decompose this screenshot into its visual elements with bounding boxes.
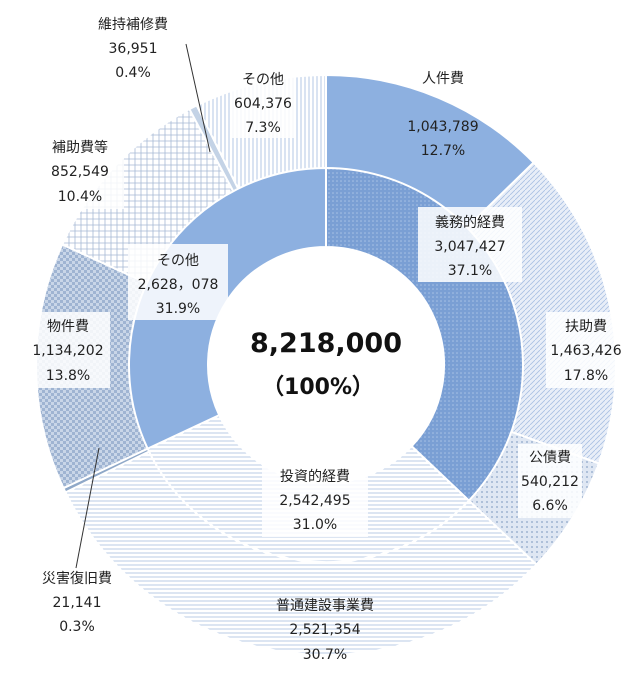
- label-value: 852,549: [51, 164, 109, 180]
- label-percent: 0.4%: [115, 65, 151, 81]
- slice-labels: 義務的経費 3,047,427 37.1% 投資的経費 2,542,495 31…: [32, 17, 628, 663]
- label-value: 1,463,426: [550, 343, 621, 359]
- label-percent: 17.8%: [564, 368, 608, 384]
- leader-line: [185, 43, 211, 153]
- label-name: その他: [157, 253, 199, 269]
- outer-label-kousai: 公債費 540,212 6.6%: [518, 444, 582, 518]
- label-value: 1,043,789: [407, 119, 478, 135]
- label-value: 3,047,427: [434, 239, 505, 255]
- inner-label-sonota: その他 2,628，078 31.9%: [128, 244, 228, 320]
- total-value: 8,218,000: [250, 328, 402, 359]
- leader-line: [75, 447, 100, 569]
- outer-label-bukken: 物件費 1,134,202 13.8%: [32, 312, 110, 388]
- label-name: 公債費: [529, 450, 571, 466]
- label-value: 2,628，078: [138, 277, 219, 293]
- outer-label-saigai: 災害復旧費 21,141 0.3%: [42, 447, 112, 635]
- label-value: 2,521,354: [289, 622, 360, 638]
- outer-label-jinken: 人件費 1,043,789 12.7%: [407, 71, 478, 159]
- label-percent: 31.0%: [293, 517, 337, 533]
- label-percent: 0.3%: [59, 619, 95, 635]
- label-name: その他: [242, 72, 284, 88]
- label-name: 扶助費: [565, 319, 607, 335]
- outer-label-sonota: その他 604,376 7.3%: [230, 64, 296, 138]
- outer-label-hojo: 補助費等 852,549 10.4%: [38, 133, 124, 209]
- label-percent: 12.7%: [421, 143, 465, 159]
- label-percent: 30.7%: [303, 647, 347, 663]
- label-name: 物件費: [47, 319, 89, 335]
- label-name: 補助費等: [52, 139, 108, 156]
- label-value: 2,542,495: [279, 493, 350, 509]
- center-total: 8,218,000 （100%）: [250, 328, 402, 400]
- label-value: 1,134,202: [32, 343, 103, 359]
- inner-label-toushi: 投資的経費 2,542,495 31.0%: [262, 461, 368, 537]
- label-name: 災害復旧費: [42, 570, 112, 587]
- label-name: 義務的経費: [435, 214, 505, 231]
- outer-label-fujo: 扶助費 1,463,426 17.8%: [546, 312, 628, 388]
- label-value: 604,376: [234, 96, 292, 112]
- label-name: 投資的経費: [280, 469, 350, 485]
- label-value: 21,141: [53, 595, 102, 611]
- label-percent: 10.4%: [58, 189, 102, 205]
- label-value: 540,212: [521, 474, 579, 490]
- label-percent: 7.3%: [245, 120, 281, 136]
- total-percent: （100%）: [262, 375, 374, 400]
- label-percent: 6.6%: [532, 498, 568, 514]
- outer-label-iji: 維持補修費 36,951 0.4%: [98, 17, 211, 153]
- label-name: 人件費: [422, 71, 464, 87]
- label-percent: 37.1%: [448, 263, 492, 279]
- label-name: 普通建設事業費: [276, 598, 374, 614]
- label-percent: 13.8%: [46, 368, 90, 384]
- label-percent: 31.9%: [156, 301, 200, 317]
- donut-hole: [208, 247, 444, 483]
- outer-label-futsuu: 普通建設事業費 2,521,354 30.7%: [276, 598, 374, 663]
- label-value: 36,951: [109, 41, 158, 57]
- inner-label-gimu: 義務的経費 3,047,427 37.1%: [418, 207, 522, 282]
- label-name: 維持補修費: [98, 17, 168, 33]
